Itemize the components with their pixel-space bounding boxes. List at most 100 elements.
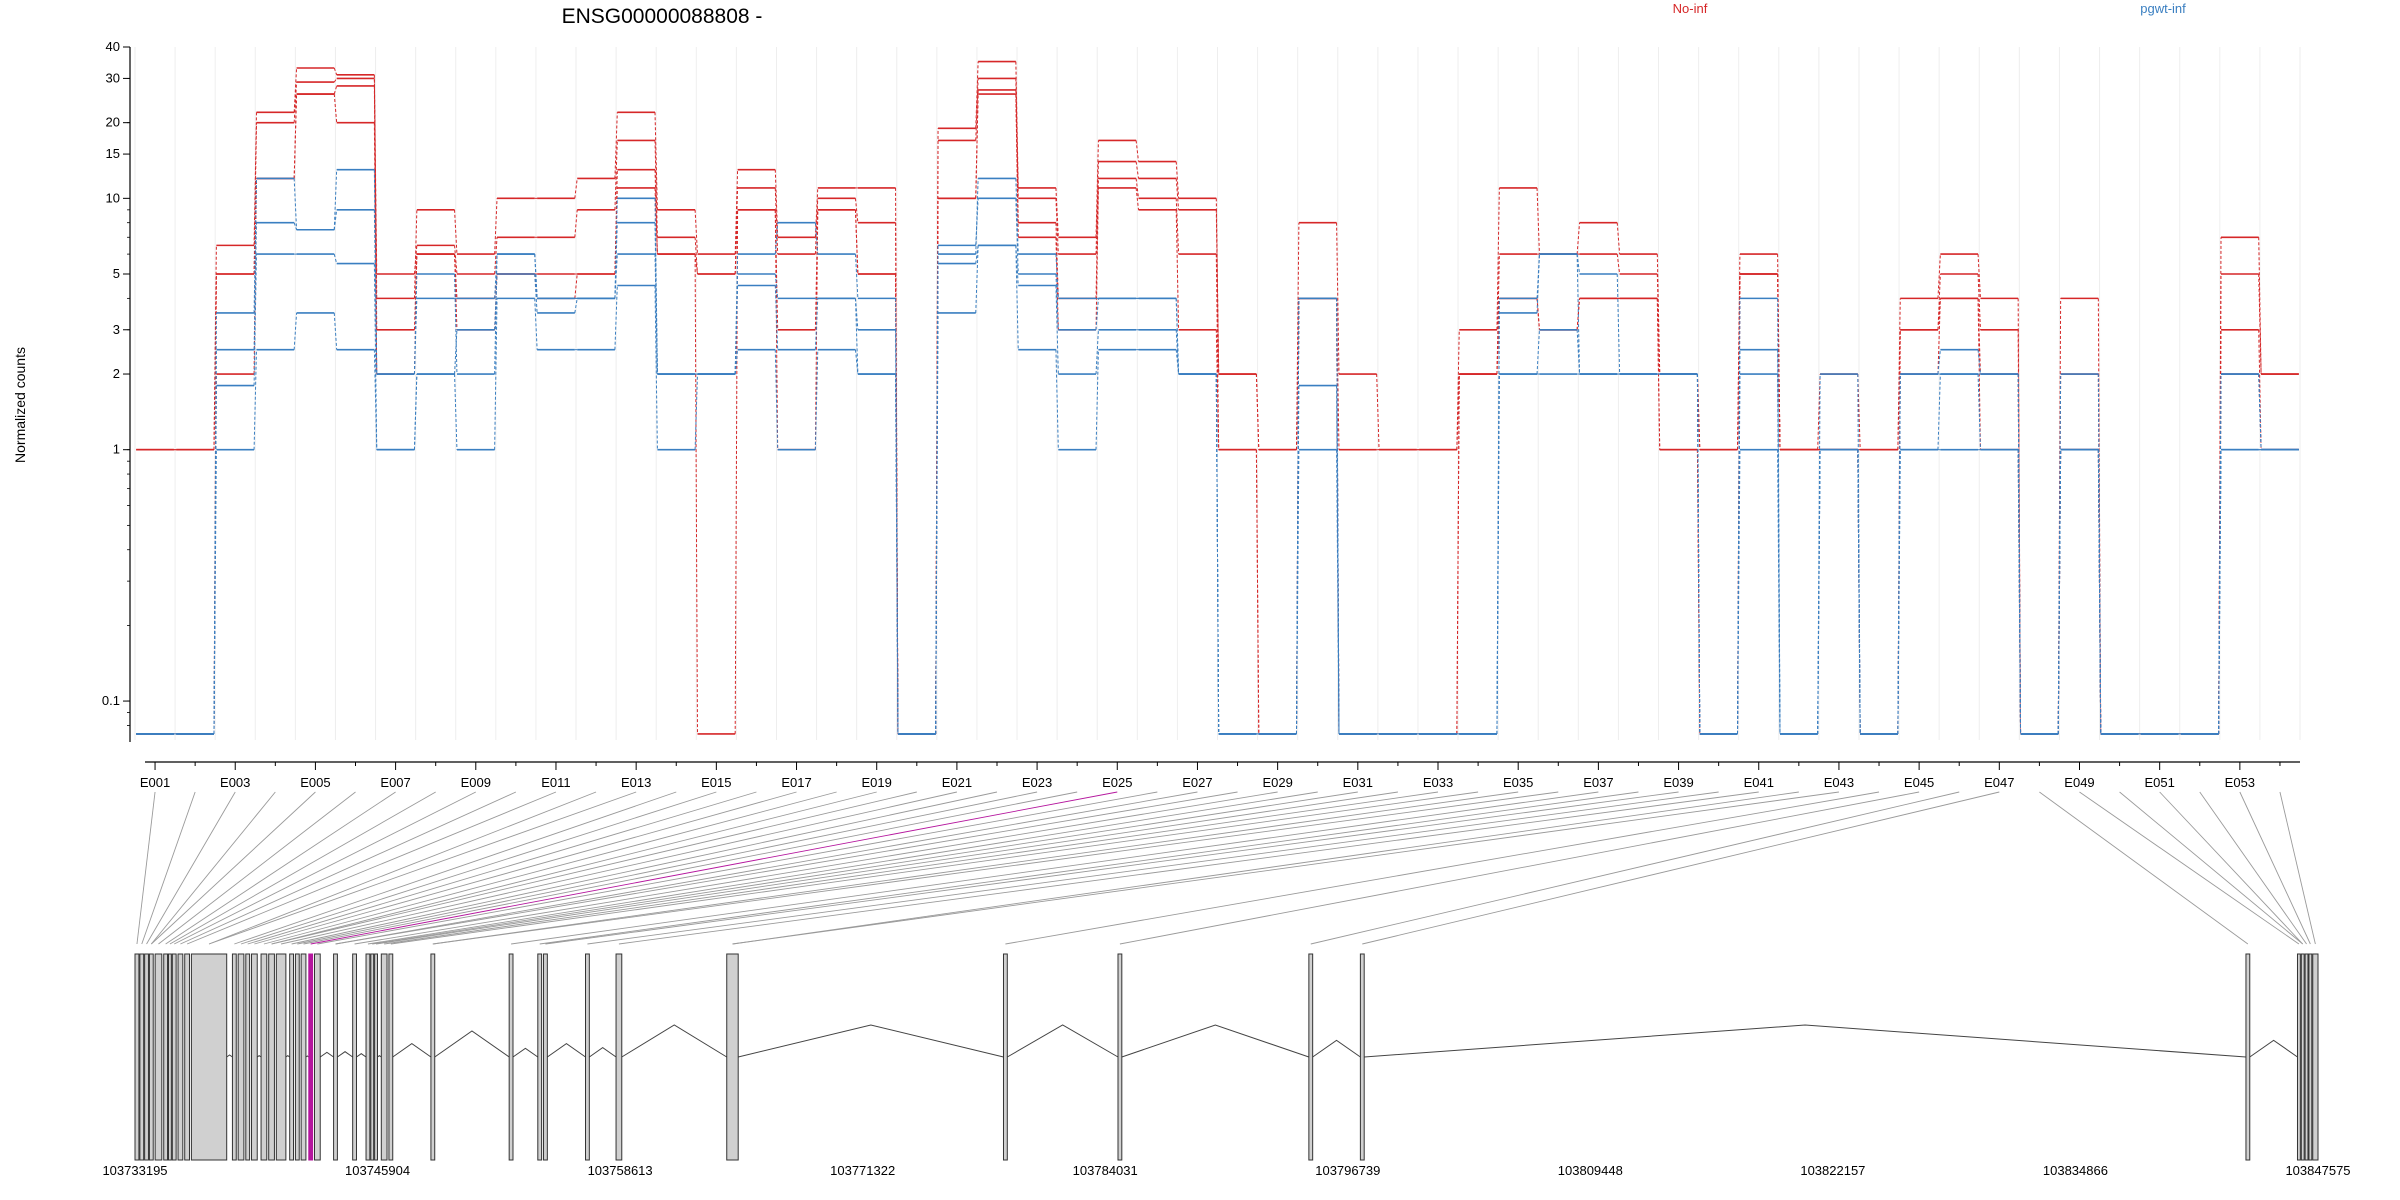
- series-connector: [1095, 329, 1099, 375]
- exon-box: [585, 953, 590, 1161]
- series-connector: [1135, 140, 1140, 162]
- exon-connector-line: [335, 791, 1198, 945]
- exon-connector-line: [1310, 791, 1960, 945]
- x-tick-label: E029: [1262, 775, 1292, 790]
- exon-box: [374, 953, 378, 1161]
- exon-connector-line: [354, 791, 1278, 945]
- exon-connector-line: [732, 791, 1839, 945]
- exon-box: [260, 953, 268, 1161]
- y-tick-label: 2: [113, 366, 120, 381]
- chart-title: ENSG00000088808 -: [562, 5, 763, 28]
- y-tick-label: 40: [106, 39, 120, 54]
- series-connector: [494, 298, 498, 450]
- series-connector: [774, 169, 779, 238]
- exon-connector-line: [335, 791, 1238, 945]
- series-connector: [1937, 374, 1941, 450]
- x-tick-label: E019: [862, 775, 892, 790]
- intron-line: [738, 1024, 1004, 1058]
- exon-connector-line: [2239, 791, 2311, 945]
- x-tick-label: E047: [1984, 775, 2014, 790]
- series-connector: [1937, 273, 1941, 330]
- series-connector: [1135, 178, 1140, 199]
- exon-box: [167, 953, 172, 1161]
- grid-layer: [134, 47, 2301, 740]
- exon-box: [134, 953, 140, 1161]
- series-connector: [1937, 298, 1941, 375]
- series-connector: [1977, 374, 1981, 450]
- exon-box: [163, 953, 169, 1161]
- series-connector: [814, 349, 819, 450]
- series-layer: [136, 60, 2299, 735]
- series-connector: [1095, 349, 1099, 450]
- exon-connector-line: [271, 791, 877, 945]
- series-connector: [614, 254, 618, 299]
- exon-box: [148, 953, 154, 1161]
- exon-box: [2245, 953, 2251, 1161]
- series-connector: [614, 140, 618, 210]
- series-connector: [454, 374, 458, 450]
- series-connector: [1055, 187, 1059, 238]
- y-tick-label: 20: [106, 115, 120, 130]
- exon-box: [245, 953, 251, 1161]
- series-connector: [1616, 254, 1621, 275]
- genomic-coordinate-label: 103809448: [1558, 1163, 1623, 1178]
- series-connector: [1777, 273, 1781, 450]
- series-connector: [975, 94, 979, 199]
- series-connector: [1015, 198, 1019, 275]
- genomic-coordinate-label: 103784031: [1073, 1163, 1138, 1178]
- exon-connector-line: [281, 791, 957, 945]
- exon-connector-line: [390, 791, 1479, 945]
- series-connector: [1777, 449, 1781, 734]
- legend-pgwt-inf: pgwt-inf: [2140, 1, 2186, 16]
- exon-connector-line: [2039, 791, 2249, 945]
- x-tick-label: E027: [1182, 775, 1212, 790]
- exon-connector-line: [372, 791, 1358, 945]
- series-connector: [293, 222, 298, 230]
- series-connector: [1456, 374, 1460, 450]
- x-tick-label: E017: [781, 775, 811, 790]
- series-connector: [654, 112, 658, 210]
- x-tick-label: E031: [1343, 775, 1373, 790]
- intron-line: [392, 1043, 432, 1058]
- series-connector: [1496, 187, 1500, 330]
- series-connector: [253, 254, 257, 386]
- x-tick-label: E015: [701, 775, 731, 790]
- exon-box: [543, 953, 548, 1161]
- intron-line: [377, 1055, 382, 1058]
- genomic-coordinate-label: 103745904: [345, 1163, 410, 1178]
- exon-connector-line: [297, 791, 1038, 945]
- series-connector: [734, 209, 739, 275]
- exon-connector-line: [263, 791, 837, 945]
- series-connector: [1175, 298, 1180, 375]
- series-connector: [654, 285, 658, 450]
- series-connector: [1055, 349, 1059, 450]
- series-connector: [534, 273, 538, 313]
- series-connector: [253, 222, 257, 350]
- x-tick-label: E009: [461, 775, 491, 790]
- series-connector: [935, 312, 939, 734]
- genomic-coordinate-label: 103771322: [830, 1163, 895, 1178]
- intron-line: [337, 1051, 353, 1058]
- series-connector: [494, 198, 498, 255]
- exon-connector-line: [247, 791, 757, 945]
- exon-box: [537, 953, 543, 1161]
- series-connector: [333, 253, 338, 264]
- series-connector: [1977, 254, 1981, 299]
- x-tick-label: E043: [1824, 775, 1854, 790]
- series-connector: [2097, 449, 2102, 734]
- exon-box: [294, 953, 300, 1161]
- series-connector: [1175, 198, 1180, 255]
- series-connector: [1295, 385, 1300, 734]
- series-connector: [454, 329, 458, 375]
- series-connector: [1055, 273, 1059, 330]
- series-connector: [333, 78, 338, 83]
- exon-box: [289, 953, 295, 1161]
- x-tick-label: E021: [942, 775, 972, 790]
- exon-box: [388, 953, 394, 1161]
- exon-box: [1002, 953, 1008, 1161]
- exon-connector-line: [146, 791, 236, 945]
- exon-connector-line: [367, 791, 1318, 945]
- intron-line: [547, 1043, 586, 1058]
- series-connector: [373, 122, 378, 375]
